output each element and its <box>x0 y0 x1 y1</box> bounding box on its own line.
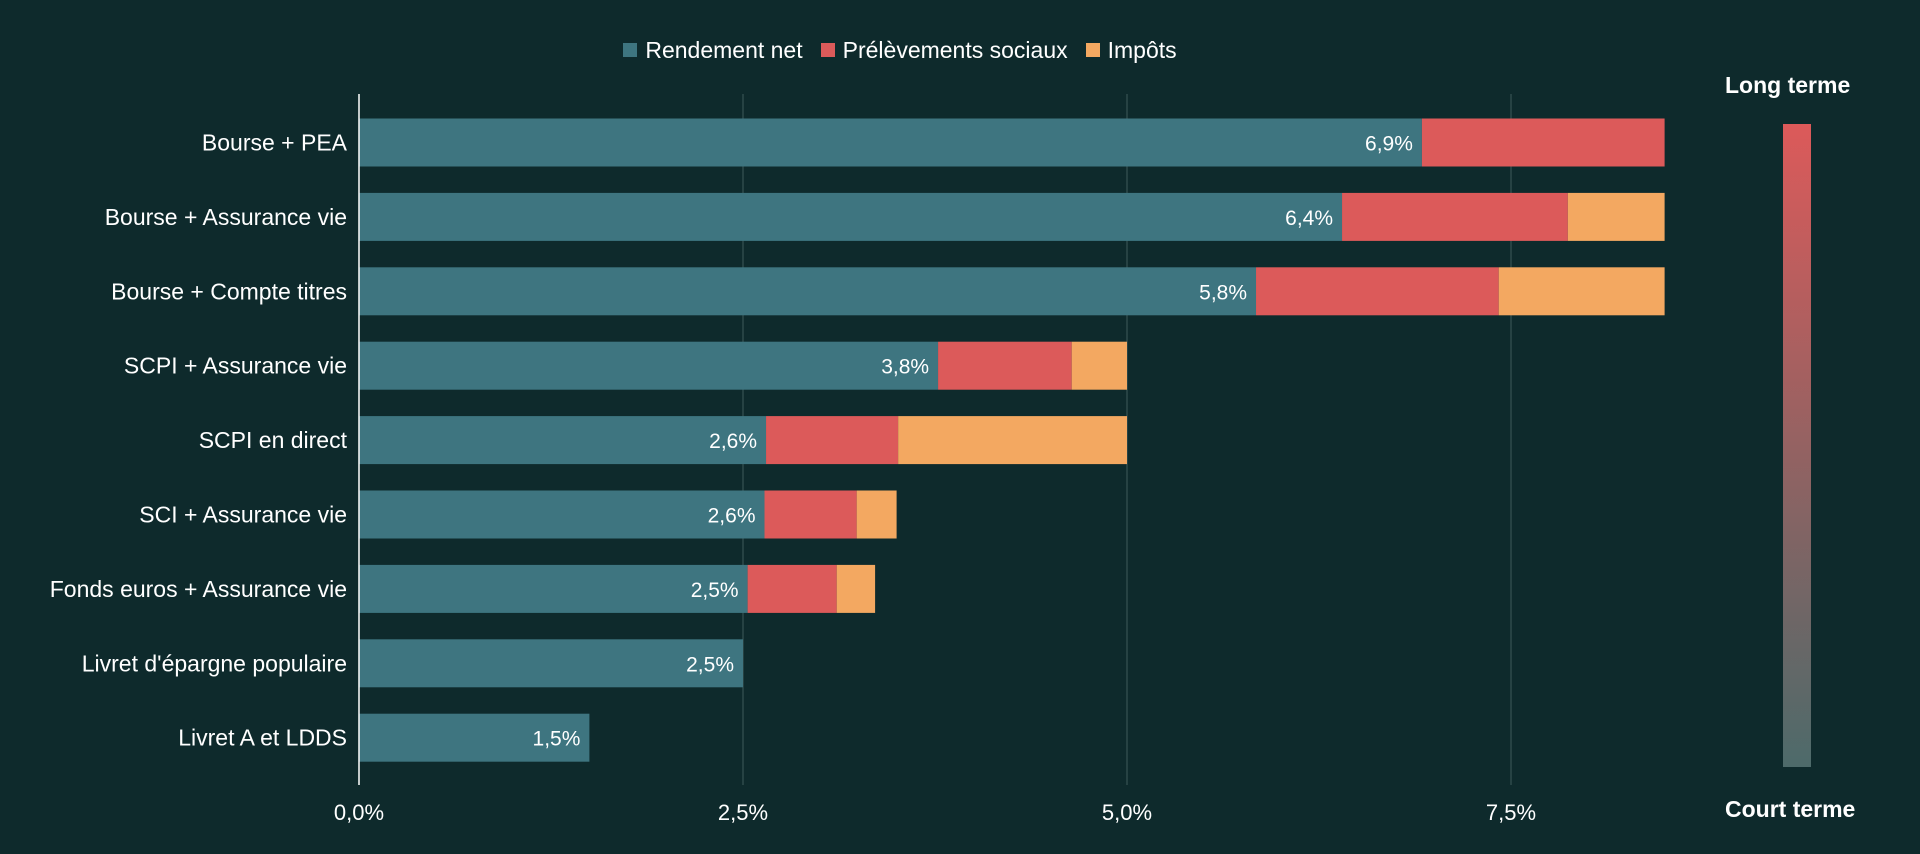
bar-segment-net <box>359 490 765 539</box>
bar-segment-net <box>359 564 748 613</box>
category-label: Livret d'épargne populaire <box>82 650 347 676</box>
bar-segment-net <box>359 341 939 390</box>
bar-segment-social <box>1342 192 1568 241</box>
bar-segment-net <box>359 267 1257 316</box>
bar-segment-net <box>359 639 743 688</box>
bar-segment-tax <box>1071 341 1127 390</box>
bar-segment-social <box>747 564 837 613</box>
legend: Rendement net Prélèvements sociaux Impôts <box>0 36 1920 64</box>
x-tick-label: 7,5% <box>1486 800 1536 825</box>
legend-item: Impôts <box>1085 36 1177 64</box>
category-label: SCI + Assurance vie <box>139 502 347 528</box>
side-scale-bottom-label: Court terme <box>1725 796 1856 822</box>
data-label: 2,6% <box>708 505 756 528</box>
legend-swatch <box>623 43 638 57</box>
legend-item: Prélèvements sociaux <box>820 36 1068 64</box>
data-label: 6,9% <box>1365 133 1413 156</box>
side-scale-top-label: Long terme <box>1725 72 1851 98</box>
data-label: 2,5% <box>691 579 739 602</box>
bar-segment-net <box>359 416 767 465</box>
legend-label: Rendement net <box>645 36 803 63</box>
x-tick-label: 5,0% <box>1102 800 1152 825</box>
data-label: 1,5% <box>533 728 581 751</box>
data-label: 3,8% <box>881 356 929 379</box>
category-label: Bourse + Assurance vie <box>105 204 347 230</box>
category-label: Bourse + PEA <box>202 130 348 156</box>
data-label: 2,6% <box>709 430 757 453</box>
bar-segment-net <box>359 713 590 762</box>
x-tick-label: 0,0% <box>334 800 384 825</box>
category-label: Fonds euros + Assurance vie <box>50 576 347 602</box>
bar-segment-net <box>359 192 1343 241</box>
bar-segment-social <box>1421 118 1665 167</box>
data-label: 6,4% <box>1285 207 1333 230</box>
bar-segment-tax <box>856 490 897 539</box>
data-label: 2,5% <box>686 653 734 676</box>
bar-segment-tax <box>836 564 876 613</box>
bar-segment-social <box>1256 267 1499 316</box>
bar-segment-tax <box>1567 192 1665 241</box>
bar-segment-net <box>359 118 1422 167</box>
legend-swatch <box>820 43 835 57</box>
legend-item: Rendement net <box>623 36 803 64</box>
legend-label: Impôts <box>1107 36 1177 63</box>
bar-segment-tax <box>1498 267 1665 316</box>
bar-segment-social <box>766 416 899 465</box>
legend-swatch <box>1085 43 1100 57</box>
side-scale-gradient-bar <box>1783 124 1811 767</box>
x-tick-label: 2,5% <box>718 800 768 825</box>
category-label: Bourse + Compte titres <box>111 278 347 304</box>
category-label: Livret A et LDDS <box>178 725 347 751</box>
bar-segment-social <box>764 490 857 539</box>
data-label: 5,8% <box>1199 281 1247 304</box>
bar-segment-tax <box>898 416 1127 465</box>
category-label: SCPI + Assurance vie <box>124 353 347 379</box>
category-label: SCPI en direct <box>199 427 348 453</box>
legend-label: Prélèvements sociaux <box>842 36 1068 63</box>
bar-segment-social <box>938 341 1072 390</box>
